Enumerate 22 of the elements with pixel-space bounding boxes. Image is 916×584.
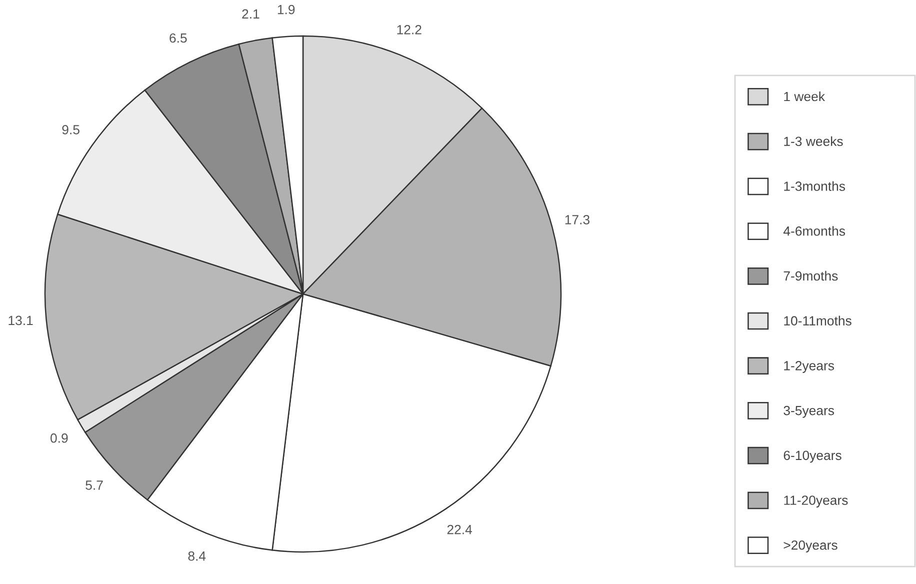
data-label: 2.1 [242,9,260,18]
data-label: 8.4 [188,551,206,561]
legend-label: 1-3 weeks [784,136,843,146]
legend-label: 10-11moths [784,316,852,326]
data-label: 5.7 [86,480,103,490]
legend-label: 1-3months [784,181,846,191]
legend-label: 4-6months [783,226,846,236]
data-label: 0.9 [50,433,68,443]
data-label: 17.3 [565,215,590,224]
legend-label: >20years [784,540,838,552]
data-label: 12.2 [397,24,422,34]
data-label: 9.5 [62,125,80,134]
data-label: 13.1 [8,316,33,326]
legend-label: 1 week [784,91,825,102]
data-label: 22.4 [447,524,472,534]
legend-label: 11-20years [784,496,848,508]
legend-label: 7-9moths [784,270,838,281]
legend-label: 1-2years [784,361,834,373]
legend-label: 6-10years [784,450,842,463]
legend-label: 3-5years [784,406,834,418]
data-label: 1.9 [278,4,295,14]
data-label: 6.5 [170,33,187,43]
